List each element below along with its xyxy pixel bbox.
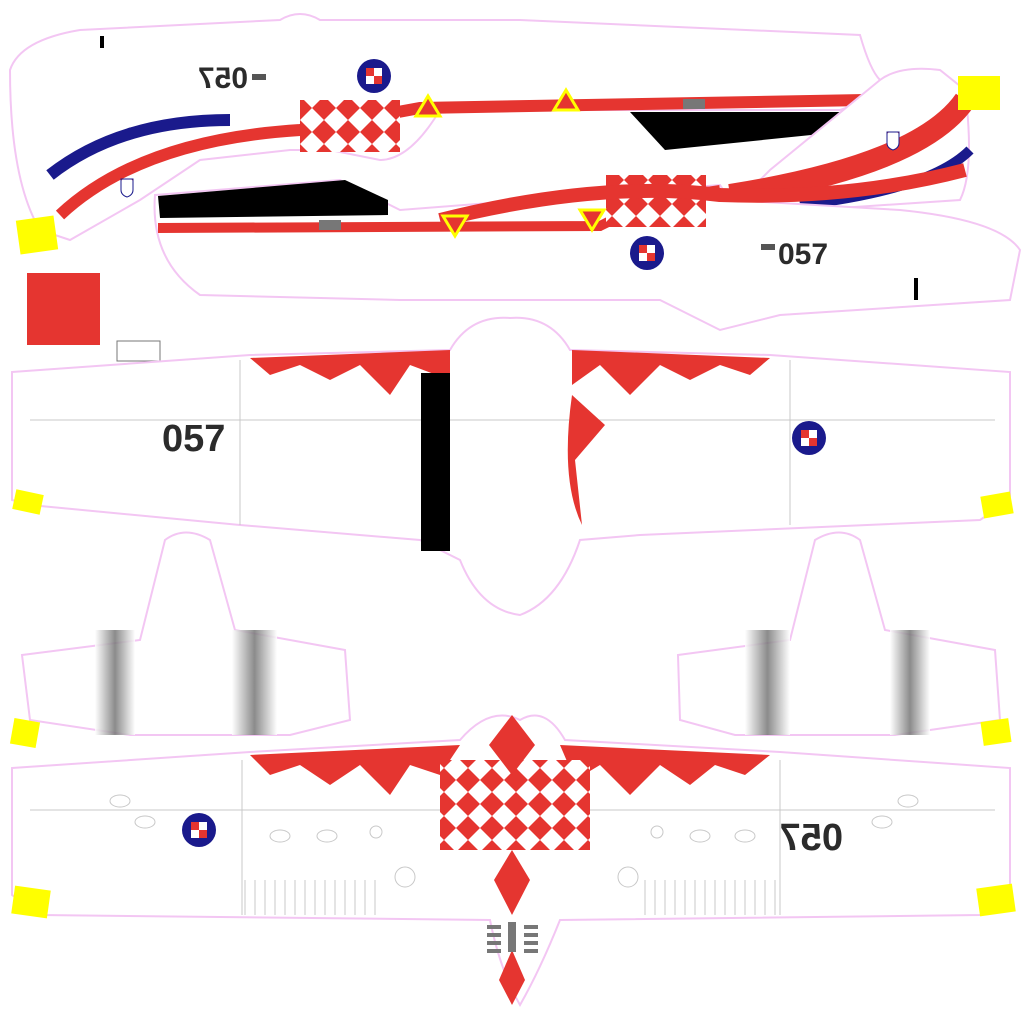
fuselage-serial-mirrored: 057 — [198, 62, 248, 95]
roundel-icon — [357, 59, 391, 93]
static-port — [252, 74, 266, 80]
uv-marker — [976, 883, 1016, 917]
croatian-shield-icon — [120, 178, 134, 198]
wing-checker-trim — [250, 745, 460, 795]
roundel-icon — [182, 813, 216, 847]
roundel-icon — [792, 421, 826, 455]
antenna — [100, 36, 104, 48]
warning-triangle-icon — [551, 87, 581, 112]
uv-marker — [980, 718, 1012, 746]
uv-marker — [980, 491, 1014, 519]
vent-grille — [487, 922, 538, 953]
wing-checker-trim — [560, 745, 770, 795]
placard-panel — [116, 340, 161, 362]
checker-band — [606, 175, 706, 227]
uv-marker — [9, 717, 41, 749]
croatian-shield-icon — [886, 131, 900, 151]
walkway-strip — [421, 373, 450, 551]
warning-triangle-icon — [440, 214, 470, 239]
uv-marker — [15, 215, 59, 255]
wing-serial-mirrored: 057 — [780, 817, 843, 859]
upper-wing: 057 — [11, 316, 1014, 617]
roundel-icon — [630, 236, 664, 270]
warning-triangle-icon — [413, 93, 443, 118]
fuselage-serial: 057 — [778, 238, 828, 271]
access-panel — [683, 99, 705, 109]
horizontal-stabilizer-left — [9, 531, 352, 749]
checker-band — [440, 760, 590, 850]
color-swatch-red — [27, 273, 100, 345]
anti-glare-panel — [158, 180, 388, 218]
fuselage-left-side: 057 — [8, 13, 882, 255]
antenna — [914, 278, 918, 300]
fuselage-right-side: 057 — [153, 163, 1022, 332]
static-port — [761, 244, 775, 250]
wing-serial: 057 — [162, 418, 225, 460]
anti-glare-panel — [630, 112, 865, 150]
uv-marker — [11, 885, 51, 919]
uv-marker — [12, 489, 44, 515]
wing-checker-trim — [250, 350, 450, 395]
checker-band — [300, 100, 400, 152]
wing-checker-trim — [572, 350, 770, 395]
warning-triangle-icon — [577, 208, 607, 233]
access-panel — [319, 220, 341, 230]
horizontal-stabilizer-right — [676, 531, 1012, 746]
lower-wing: 057 — [11, 714, 1016, 1008]
uv-marker — [958, 76, 1000, 110]
